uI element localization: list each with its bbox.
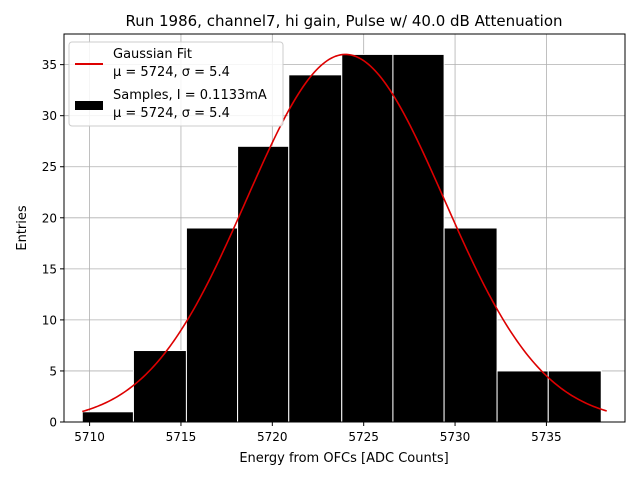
x-tick-label: 5730 bbox=[440, 430, 471, 444]
y-axis-label: Entries bbox=[15, 205, 30, 251]
histogram-bar bbox=[288, 74, 343, 423]
legend-fit-stats: μ = 5724, σ = 5.4 bbox=[113, 65, 230, 80]
gaussian-fit-curve bbox=[82, 53, 607, 413]
legend: Gaussian Fit μ = 5724, σ = 5.4 Samples, … bbox=[68, 41, 284, 127]
legend-fit-label: Gaussian Fit bbox=[113, 47, 192, 62]
histogram-bar bbox=[392, 53, 445, 423]
histogram-bar bbox=[341, 53, 394, 423]
y-tick-label: 30 bbox=[42, 109, 57, 123]
y-axis-ticks: 0 5 10 15 20 25 30 35 bbox=[42, 58, 64, 430]
gaussian-fit-curve-group bbox=[82, 53, 607, 413]
histogram-bar bbox=[496, 370, 549, 423]
histogram-bar bbox=[81, 411, 134, 423]
legend-histogram-swatch bbox=[75, 101, 103, 110]
y-tick-label: 35 bbox=[42, 58, 57, 72]
histogram-bar bbox=[185, 227, 239, 423]
chart-title: Run 1986, channel7, hi gain, Pulse w/ 40… bbox=[125, 12, 562, 30]
histogram-bar bbox=[443, 227, 498, 423]
histogram-bar bbox=[237, 145, 290, 423]
y-tick-label: 0 bbox=[49, 416, 57, 430]
y-tick-label: 15 bbox=[42, 262, 57, 276]
x-axis-label: Energy from OFCs [ADC Counts] bbox=[239, 451, 448, 466]
y-tick-label: 20 bbox=[42, 211, 57, 225]
x-tick-label: 5735 bbox=[531, 430, 562, 444]
y-tick-label: 5 bbox=[49, 364, 57, 378]
x-tick-label: 5715 bbox=[166, 430, 197, 444]
plot-frame bbox=[63, 33, 626, 423]
x-axis-ticks: 5710 5715 5720 5725 5730 5735 bbox=[74, 422, 562, 444]
x-tick-label: 5720 bbox=[257, 430, 288, 444]
histogram-bar bbox=[132, 350, 187, 423]
x-tick-label: 5725 bbox=[348, 430, 379, 444]
legend-histogram-stats: μ = 5724, σ = 5.4 bbox=[113, 106, 230, 121]
legend-box bbox=[68, 41, 284, 127]
y-tick-label: 10 bbox=[42, 313, 57, 327]
legend-histogram-label: Samples, I = 0.1133mA bbox=[113, 88, 267, 103]
y-tick-label: 25 bbox=[42, 160, 57, 174]
x-tick-label: 5710 bbox=[74, 430, 105, 444]
